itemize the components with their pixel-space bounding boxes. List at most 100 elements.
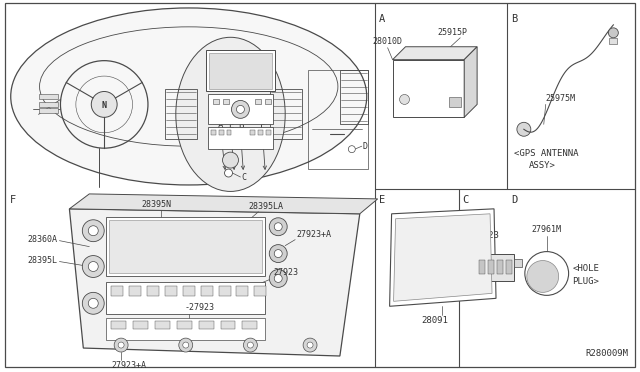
Polygon shape [69,194,378,214]
Ellipse shape [176,37,285,192]
Text: <HOLE: <HOLE [573,263,600,273]
Bar [479,260,485,275]
Bar [227,130,232,135]
Circle shape [232,100,250,118]
Polygon shape [392,47,477,60]
Circle shape [223,152,239,168]
Text: 27923+A: 27923+A [111,361,146,370]
Bar [129,286,141,296]
Bar [111,321,126,329]
Circle shape [83,220,104,242]
Bar [155,321,170,329]
Circle shape [225,169,232,177]
Circle shape [236,105,244,113]
Circle shape [118,342,124,348]
Bar [270,90,302,139]
Circle shape [527,260,559,292]
Bar [266,99,271,105]
Bar [201,286,212,296]
Bar [212,99,219,105]
Text: 28395N: 28395N [141,200,171,209]
Bar [165,286,177,296]
Circle shape [275,275,282,282]
Text: PLUG>: PLUG> [573,278,600,286]
Circle shape [88,262,99,272]
Bar [209,53,272,89]
Bar [211,130,216,135]
Bar [133,321,148,329]
Circle shape [517,122,531,136]
Text: E: E [228,121,233,130]
Text: ASSY>: ASSY> [529,161,556,170]
Bar [207,127,273,149]
Bar [205,50,275,92]
Text: 27923+A: 27923+A [296,230,331,239]
Bar [177,321,192,329]
Circle shape [243,338,257,352]
Circle shape [348,146,355,153]
Text: -27923: -27923 [185,303,215,312]
Bar [243,321,257,329]
Bar [106,318,266,340]
Text: 28010D: 28010D [372,37,403,46]
Circle shape [275,223,282,231]
Bar [38,102,58,108]
Text: F: F [260,121,265,130]
Ellipse shape [11,8,367,185]
Bar [474,254,514,282]
Bar [250,130,255,135]
Bar [223,99,228,105]
Circle shape [303,338,317,352]
Text: B: B [237,121,243,130]
Text: B: B [511,14,517,24]
Text: 25915P: 25915P [437,28,467,37]
Text: 28091: 28091 [421,316,448,325]
Bar [221,321,236,329]
Text: 28023: 28023 [472,231,499,240]
Circle shape [83,256,104,278]
Circle shape [88,298,99,308]
Bar [514,259,522,266]
Circle shape [609,28,618,38]
Bar [165,90,196,139]
Bar [466,259,474,266]
Circle shape [269,269,287,288]
Bar [109,220,262,273]
Text: 27961M: 27961M [532,225,562,234]
Bar [219,130,223,135]
Bar [449,97,461,108]
Circle shape [92,92,117,117]
Bar [219,286,230,296]
Bar [255,99,261,105]
Text: D: D [511,195,517,205]
Bar [254,286,266,296]
Bar [38,108,58,113]
Text: 28395LA: 28395LA [248,202,284,211]
Text: R280009M: R280009M [585,349,628,358]
Text: <GPS ANTENNA: <GPS ANTENNA [514,149,579,158]
Bar [198,321,214,329]
Bar [609,38,618,44]
Text: D: D [363,142,368,151]
Bar [106,217,266,276]
Text: A: A [218,121,223,130]
Polygon shape [464,47,477,117]
Circle shape [399,94,410,105]
Circle shape [307,342,313,348]
Bar [236,286,248,296]
Text: 28395L: 28395L [28,256,58,265]
Circle shape [83,292,104,314]
Polygon shape [390,209,496,306]
Bar [497,260,503,275]
Bar [340,70,368,124]
Text: C: C [241,173,246,182]
Bar [207,94,273,124]
Text: C: C [462,195,468,205]
Circle shape [179,338,193,352]
Bar [259,130,263,135]
Text: A: A [379,14,385,24]
Text: 27923: 27923 [273,269,298,278]
Polygon shape [69,209,360,356]
Circle shape [88,226,99,236]
Bar [266,130,271,135]
